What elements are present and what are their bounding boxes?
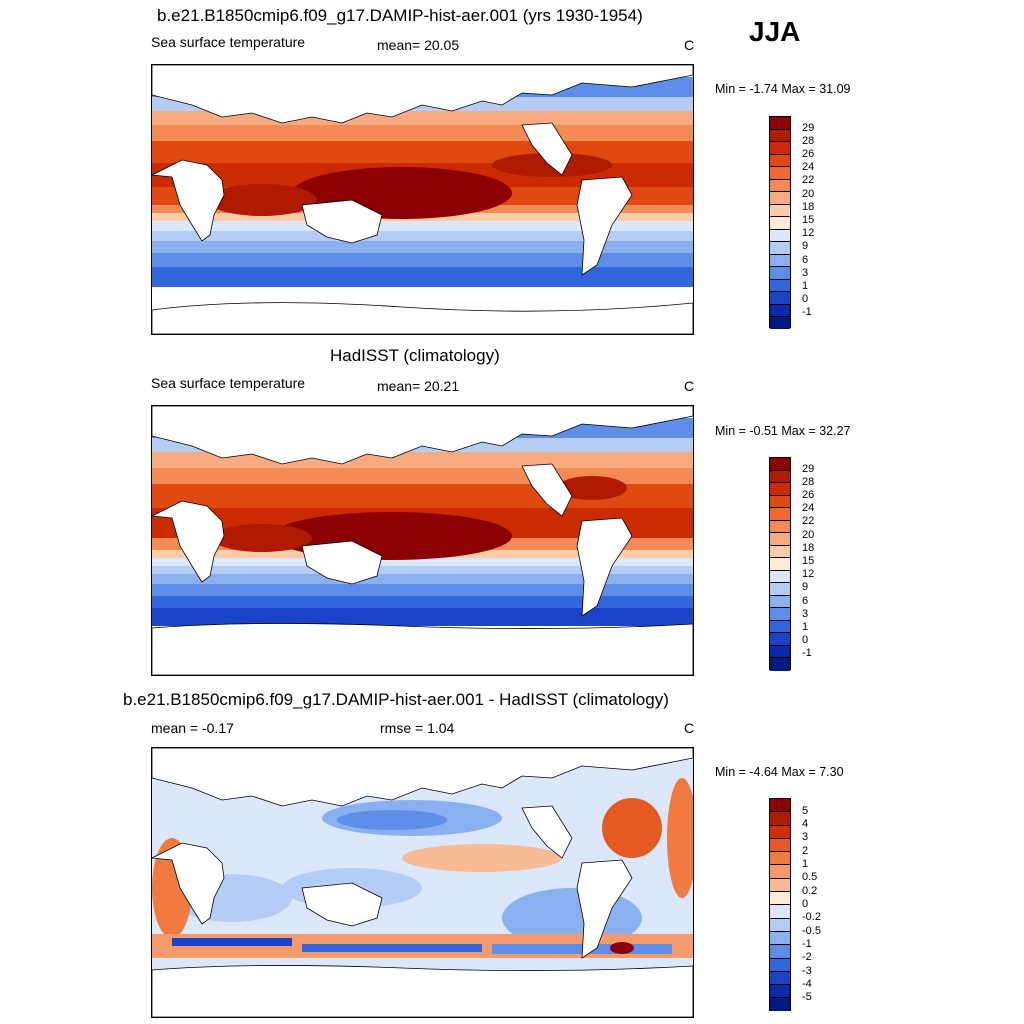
colorbar-tick-label: -2 [802,951,812,963]
colorbar-tick-label: 26 [802,489,815,501]
colorbar-tick-label: 4 [802,818,809,830]
panel3-rmse-label: rmse = 1.04 [380,720,455,736]
panel3-minmax: Min = -4.64 Max = 7.30 [715,765,844,779]
colorbar-tick-label: 6 [802,595,809,607]
colorbar-tick-label: -5 [802,991,812,1003]
colorbar-tick-label: 1 [802,621,809,633]
panel2-units-label: C [684,378,695,394]
colorbar-tick-label: 22 [802,515,815,527]
colorbar-tick-label: 9 [802,240,809,252]
panel3-map [151,747,694,1018]
colorbar-tick-label: 29 [802,463,815,475]
colorbar-tick-label: 20 [802,188,815,200]
season-label: JJA [749,16,801,47]
colorbar-tick-label: -0.2 [802,911,821,923]
panel1-minmax: Min = -1.74 Max = 31.09 [715,82,851,96]
panel1-colorbar [769,116,791,329]
colorbar-tick-label: -4 [802,978,812,990]
panel2-variable-label: Sea surface temperature [151,375,306,391]
colorbar-tick-label: 24 [802,161,815,173]
panel3-mean-label: mean = -0.17 [151,720,234,736]
colorbar-tick-label: 3 [802,267,809,279]
colorbar-tick-label: 15 [802,555,815,567]
colorbar-tick-label: 0.5 [802,871,818,883]
panel1-title: b.e21.B1850cmip6.f09_g17.DAMIP-hist-aer.… [157,6,643,25]
colorbar-tick-label: 29 [802,122,815,134]
panel3-units-label: C [684,720,695,736]
colorbar-tick-label: 12 [802,568,815,580]
panel1-variable-label: Sea surface temperature [151,34,306,50]
colorbar-tick-label: 1 [802,280,809,292]
panel2-minmax: Min = -0.51 Max = 32.27 [715,424,851,438]
colorbar-tick-label: 28 [802,476,815,488]
panel3-colorbar [769,798,791,1012]
colorbar-tick-label: 18 [802,542,815,554]
colorbar-tick-label: -1 [802,647,812,659]
colorbar-tick-label: 26 [802,148,815,160]
colorbar-tick-label: 18 [802,201,815,213]
colorbar-tick-label: 0 [802,634,809,646]
panel1-sst-field [152,65,693,334]
panel1-mean-label: mean= 20.05 [377,37,460,53]
panel2-mean-label: mean= 20.21 [377,378,460,394]
colorbar-tick-label: 0.2 [802,885,818,897]
panel1-units-label: C [684,37,695,53]
colorbar-tick-label: 3 [802,831,809,843]
colorbar-tick-label: 5 [802,805,809,817]
panel3-title: b.e21.B1850cmip6.f09_g17.DAMIP-hist-aer.… [123,690,669,709]
panel2-colorbar [769,457,791,671]
colorbar-tick-label: 20 [802,529,815,541]
colorbar-tick-label: 0 [802,293,809,305]
colorbar-tick-label: 15 [802,214,815,226]
colorbar-tick-label: 6 [802,254,809,266]
colorbar-tick-label: 2 [802,845,809,857]
colorbar-tick-label: 3 [802,608,809,620]
panel2-title: HadISST (climatology) [330,346,500,365]
colorbar-tick-label: 22 [802,174,815,186]
panel1-map [151,64,694,335]
colorbar-tick-label: 12 [802,227,815,239]
colorbar-tick-label: -0.5 [802,925,821,937]
panel2-map [151,405,694,676]
colorbar-tick-label: 1 [802,858,809,870]
colorbar-tick-label: 9 [802,581,809,593]
colorbar-tick-label: 28 [802,135,815,147]
panel3-difference-field [152,748,693,1017]
colorbar-tick-label: -1 [802,306,812,318]
colorbar-tick-label: 24 [802,502,815,514]
colorbar-tick-label: -3 [802,965,812,977]
panel2-sst-field [152,406,693,675]
colorbar-tick-label: -1 [802,938,812,950]
colorbar-tick-label: 0 [802,898,809,910]
